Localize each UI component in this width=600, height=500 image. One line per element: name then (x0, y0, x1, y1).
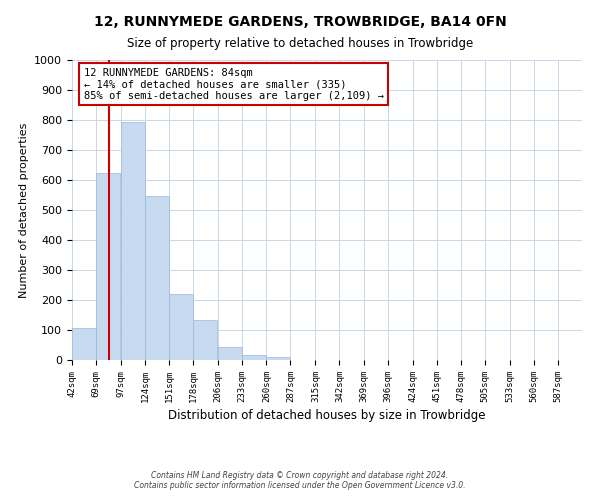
Text: 12, RUNNYMEDE GARDENS, TROWBRIDGE, BA14 0FN: 12, RUNNYMEDE GARDENS, TROWBRIDGE, BA14 … (94, 15, 506, 29)
Text: 12 RUNNYMEDE GARDENS: 84sqm
← 14% of detached houses are smaller (335)
85% of se: 12 RUNNYMEDE GARDENS: 84sqm ← 14% of det… (83, 68, 383, 100)
Bar (242, 354, 266, 360)
Bar (169, 294, 193, 360)
X-axis label: Distribution of detached houses by size in Trowbridge: Distribution of detached houses by size … (168, 409, 486, 422)
Bar (121, 122, 145, 360)
Bar (193, 320, 217, 360)
Bar (96, 173, 120, 360)
Bar (72, 328, 96, 360)
Bar (266, 358, 290, 360)
Bar (145, 196, 169, 360)
Text: Contains HM Land Registry data © Crown copyright and database right 2024.
Contai: Contains HM Land Registry data © Crown c… (134, 470, 466, 490)
Y-axis label: Number of detached properties: Number of detached properties (19, 122, 29, 298)
Bar (218, 347, 242, 360)
Text: Size of property relative to detached houses in Trowbridge: Size of property relative to detached ho… (127, 38, 473, 51)
